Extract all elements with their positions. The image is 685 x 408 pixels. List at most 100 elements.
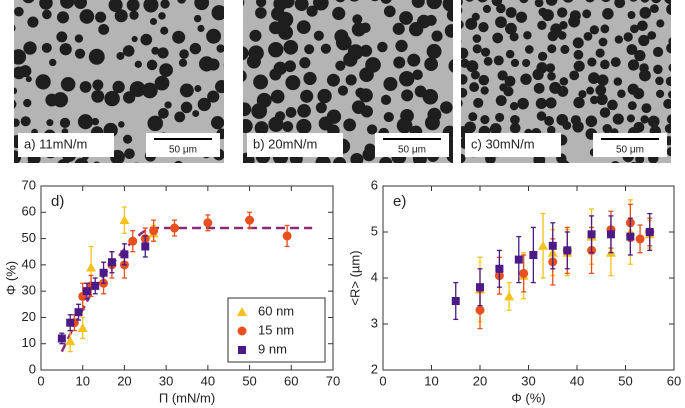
domain — [285, 107, 297, 118]
domain — [627, 59, 640, 71]
x-tick-label: 40 — [570, 373, 584, 388]
domain — [315, 102, 327, 114]
domain — [573, 60, 585, 72]
domain — [464, 166, 479, 181]
domain — [179, 49, 189, 59]
domain — [243, 19, 244, 21]
domain — [614, 0, 626, 9]
domain — [664, 0, 671, 4]
domain — [678, 86, 685, 97]
domain — [630, 161, 638, 163]
domain — [149, 17, 158, 26]
point — [495, 264, 504, 273]
domain — [573, 49, 584, 60]
domain — [253, 74, 269, 90]
domain — [577, 163, 587, 173]
domain — [296, 118, 312, 135]
x-tick-label: 60 — [284, 373, 298, 388]
domain — [283, 40, 299, 55]
domain — [246, 54, 261, 69]
domain — [572, 37, 584, 49]
x-tick-label: 40 — [201, 373, 215, 388]
domain — [614, 35, 623, 44]
domain — [610, 57, 621, 68]
domain — [464, 121, 476, 134]
domain — [91, 89, 105, 103]
legend-marker — [237, 307, 247, 316]
domain — [532, 68, 544, 81]
domain — [470, 164, 481, 175]
domain — [478, 74, 490, 86]
point — [635, 234, 645, 244]
domain — [352, 174, 365, 187]
domain — [480, 86, 489, 95]
domain — [673, 0, 685, 9]
domain — [442, 0, 453, 12]
domain — [495, 112, 505, 122]
domain — [668, 165, 676, 173]
chart: 0 10 20 30 40 50 60 2 3 4 5 6 Φ (%) <R> (µm) e) — [347, 177, 681, 405]
panel-label: d) — [51, 193, 64, 210]
point — [82, 287, 91, 296]
domain — [640, 0, 650, 3]
domain — [189, 42, 202, 55]
domain — [461, 99, 463, 108]
domain — [256, 168, 270, 182]
domain — [677, 63, 685, 73]
domain — [568, 15, 581, 28]
label-box — [465, 133, 561, 157]
domain — [383, 76, 398, 92]
x-tick-label: 20 — [117, 373, 131, 388]
domain — [216, 44, 224, 53]
domain — [596, 93, 608, 106]
x-tick-label: 20 — [473, 373, 487, 388]
domain — [640, 115, 649, 124]
domain — [304, 44, 315, 55]
domain — [681, 37, 685, 48]
x-tick-label: 30 — [159, 373, 173, 388]
domain — [299, 57, 311, 69]
domain — [200, 167, 211, 178]
domain — [158, 12, 166, 20]
domain — [320, 43, 332, 54]
domain — [503, 86, 514, 97]
domain — [349, 0, 359, 2]
domain — [602, 8, 614, 20]
domain — [313, 30, 324, 41]
domain — [243, 70, 247, 82]
domain — [249, 29, 262, 42]
domain — [545, 63, 556, 73]
domain — [215, 80, 224, 94]
domain — [663, 98, 671, 109]
domain — [206, 28, 222, 44]
domain — [589, 25, 600, 35]
domain — [412, 69, 423, 80]
domain — [425, 14, 437, 26]
domain — [534, 159, 546, 163]
domain — [318, 166, 334, 182]
domain — [517, 97, 529, 110]
domain — [520, 73, 532, 85]
domain — [197, 97, 211, 112]
domain — [466, 60, 479, 73]
scale-box — [593, 133, 667, 157]
fit-line — [60, 226, 313, 353]
scale-box — [375, 133, 449, 157]
domain — [251, 103, 268, 119]
domain — [300, 89, 314, 103]
point — [119, 215, 130, 225]
domain — [431, 30, 443, 42]
label-box — [18, 133, 114, 157]
domain — [122, 134, 133, 144]
y-tick-label: 60 — [22, 204, 36, 219]
domain — [93, 161, 100, 163]
point — [548, 241, 557, 250]
domain — [14, 6, 24, 17]
point — [203, 218, 213, 228]
domain — [107, 165, 119, 177]
domain — [335, 0, 345, 3]
domain — [473, 97, 484, 109]
domain — [583, 166, 592, 175]
domain — [379, 156, 393, 163]
domain — [461, 153, 466, 163]
